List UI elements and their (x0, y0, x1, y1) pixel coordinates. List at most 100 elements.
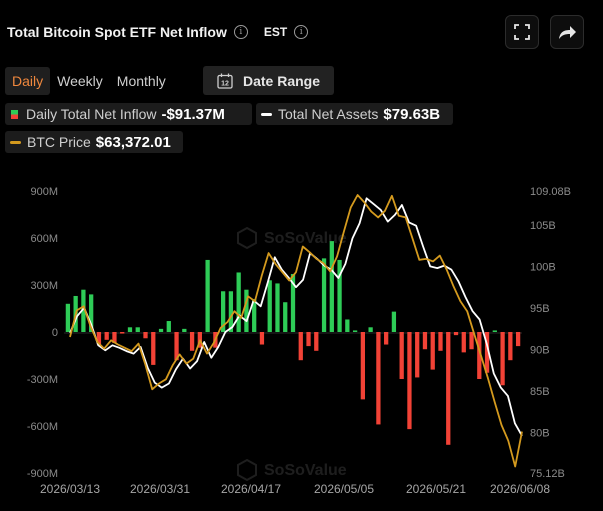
legend-price-value: $63,372.01 (95, 133, 171, 151)
x-tick-label: 2026/05/05 (314, 482, 374, 496)
inflow-bar[interactable] (275, 283, 280, 332)
inflow-bar[interactable] (492, 330, 497, 332)
inflow-bar[interactable] (182, 328, 187, 332)
inflow-bar[interactable] (65, 303, 71, 332)
timezone-info-icon[interactable]: i (294, 25, 309, 39)
inflow-bar[interactable] (345, 319, 350, 332)
inflow-bar[interactable] (384, 332, 389, 345)
inflow-bar[interactable] (104, 332, 109, 340)
timezone-label: EST (263, 25, 288, 39)
inflow-bar[interactable] (438, 332, 443, 351)
inflow-bar[interactable] (166, 321, 171, 332)
legend-assets[interactable]: Total Net Assets $79.63B (256, 103, 453, 125)
inflow-bar[interactable] (135, 327, 140, 332)
share-button[interactable] (550, 15, 584, 49)
inflow-bar[interactable] (236, 272, 241, 332)
inflow-bar[interactable] (399, 332, 404, 379)
inflow-bar[interactable] (112, 332, 117, 343)
x-axis: 2026/03/13 2026/03/31 2026/04/17 2026/05/05… (40, 482, 550, 496)
inflow-bar[interactable] (283, 302, 288, 332)
inflow-bar[interactable] (376, 332, 381, 425)
inflow-bar[interactable] (120, 332, 125, 334)
inflow-bar[interactable] (228, 291, 234, 332)
tab-daily[interactable]: Daily (5, 67, 51, 95)
left-tick-label: 900M (30, 186, 58, 198)
tab-weekly[interactable]: Weekly (57, 73, 103, 89)
inflow-bar[interactable] (89, 294, 94, 332)
calendar-day: 12 (221, 80, 229, 87)
date-range-button[interactable]: 12 Date Range (203, 66, 334, 95)
inflow-bar[interactable] (290, 274, 296, 332)
right-tick-label: 109.08B (530, 186, 571, 198)
inflow-bar[interactable] (81, 289, 86, 332)
x-tick-label: 2026/03/31 (130, 482, 190, 496)
left-tick-label: -900M (27, 468, 58, 480)
inflow-bar[interactable] (143, 332, 148, 339)
inflow-bar[interactable] (96, 332, 102, 345)
x-tick-label: 2026/03/13 (40, 482, 100, 496)
x-tick-label: 2026/04/17 (221, 482, 281, 496)
inflow-bar[interactable] (515, 332, 521, 347)
inflow-bar[interactable] (453, 332, 459, 336)
inflow-bar[interactable] (252, 299, 257, 332)
inflow-bar[interactable] (205, 259, 210, 332)
period-tabs: Daily Weekly Monthly (5, 67, 173, 95)
inflow-bar[interactable] (415, 332, 420, 378)
watermark-text-top: SoSoValue (264, 230, 347, 247)
right-tick-label: 105B (530, 220, 556, 232)
inflow-bar[interactable] (352, 330, 358, 332)
inflow-bar[interactable] (360, 332, 365, 400)
legend-inflow-value: -$91.37M (161, 105, 225, 123)
inflow-bar[interactable] (127, 327, 133, 332)
left-tick-label: 600M (30, 233, 58, 245)
total-net-assets-line (69, 197, 523, 437)
inflow-bar[interactable] (500, 332, 505, 386)
inflow-bar[interactable] (477, 332, 482, 379)
inflow-bar[interactable] (259, 332, 265, 345)
inflow-bar[interactable] (484, 332, 490, 373)
inflow-bar[interactable] (306, 332, 311, 347)
legend-inflow[interactable]: Daily Total Net Inflow -$91.37M (5, 103, 252, 125)
left-tick-label: -300M (27, 374, 58, 386)
price-swatch (10, 140, 21, 144)
legend-assets-label: Total Net Assets (278, 106, 379, 122)
info-icon[interactable]: i (233, 25, 248, 39)
inflow-bar[interactable] (461, 332, 466, 353)
chart-title: Total Bitcoin Spot ETF Net Inflow (7, 24, 227, 40)
inflow-bar[interactable] (189, 332, 195, 351)
watermark: SoSoValue SoSoValue (237, 226, 347, 482)
fullscreen-button[interactable] (505, 15, 539, 49)
legend-price[interactable]: BTC Price $63,372.01 (5, 131, 183, 153)
inflow-bar[interactable] (267, 280, 272, 332)
chart-area: SoSoValue SoSoValue 900M 600M 300M 0 -300M -6… (27, 186, 571, 496)
inflow-bar[interactable] (446, 332, 451, 445)
inflow-bar[interactable] (422, 332, 428, 350)
inflow-bar[interactable] (244, 289, 249, 332)
date-range-label: Date Range (243, 72, 321, 89)
assets-swatch (261, 112, 272, 116)
inflow-swatch (11, 109, 18, 119)
inflow-bar[interactable] (329, 241, 334, 332)
x-tick-label: 2026/05/21 (406, 482, 466, 496)
legend-price-label: BTC Price (27, 134, 91, 150)
inflow-bar[interactable] (391, 311, 397, 332)
inflow-bar[interactable] (298, 332, 303, 361)
inflow-bar[interactable] (368, 327, 373, 332)
inflow-bar[interactable] (337, 259, 342, 332)
inflow-bar[interactable] (430, 332, 435, 370)
right-axis: 109.08B 105B 100B 95B 90B 85B 80B 75.12B (530, 186, 571, 480)
inflow-bar[interactable] (407, 332, 412, 430)
inflow-bar[interactable] (158, 328, 164, 332)
inflow-bar[interactable] (151, 332, 156, 365)
inflow-bar[interactable] (314, 332, 319, 351)
watermark-text-bottom: SoSoValue (264, 462, 347, 479)
left-tick-label: 300M (30, 280, 58, 292)
title-row: Total Bitcoin Spot ETF Net Inflow i EST … (7, 18, 309, 46)
inflow-bar[interactable] (221, 291, 226, 332)
fullscreen-icon (514, 24, 530, 40)
inflow-bar[interactable] (469, 332, 474, 350)
inflow-bar[interactable] (174, 332, 179, 361)
inflow-bar[interactable] (321, 258, 327, 332)
inflow-bar[interactable] (508, 332, 513, 361)
tab-monthly[interactable]: Monthly (116, 73, 166, 89)
